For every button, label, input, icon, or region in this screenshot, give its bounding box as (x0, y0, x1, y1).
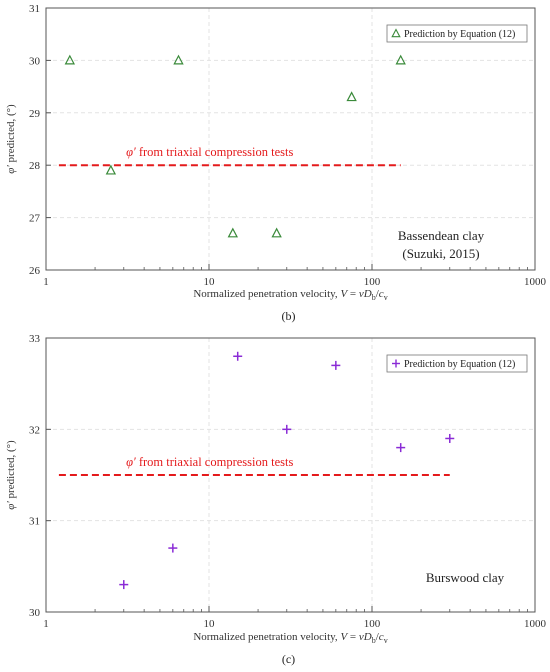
clay-source: (Suzuki, 2015) (402, 246, 479, 261)
chart-panel-c: 1 10 100 1000 30 31 32 33 Normalized penetration… (5, 333, 547, 666)
y-tick-label: 27 (29, 213, 41, 225)
x-tick-label: 100 (364, 276, 381, 288)
x-tick-label: 10 (204, 618, 216, 630)
y-tick-label: 26 (29, 265, 41, 277)
x-tick-label: 1000 (524, 276, 547, 288)
y-axis-label: φ′ predicted, (°) (5, 104, 17, 174)
y-tick-label: 30 (29, 607, 41, 619)
legend-box (386, 24, 528, 43)
data-point-triangle (173, 54, 184, 65)
panel-label: (c) (282, 652, 295, 666)
legend-label: Prediction by Equation (12) (404, 29, 515, 40)
y-tick-label: 31 (29, 3, 40, 15)
reference-line-label: φ′ from triaxial compression tests (126, 455, 293, 469)
x-tick-label: 100 (364, 618, 381, 630)
y-tick-label: 33 (29, 333, 41, 345)
clay-name: Burswood clay (426, 570, 505, 585)
data-point-triangle (64, 54, 76, 65)
plot-frame (45, 337, 536, 613)
chart-panel-b: 1 10 100 1000 26 27 28 29 30 31 Normalized penetra… (5, 3, 547, 323)
data-point-plus (282, 424, 292, 434)
legend-box (386, 354, 528, 373)
data-point-triangle (395, 54, 406, 65)
y-tick-label: 30 (29, 55, 41, 67)
x-tick-label: 1 (43, 276, 49, 288)
y-tick-label: 28 (29, 160, 41, 172)
data-point-triangle (271, 227, 282, 238)
reference-line-label: φ′ from triaxial compression tests (126, 145, 293, 159)
data-point-plus (168, 543, 178, 553)
legend: Prediction by Equation (12) (386, 24, 528, 43)
data-point-plus (445, 433, 455, 443)
legend-plus-icon (392, 359, 400, 368)
plot-frame (45, 7, 536, 271)
x-tick-label: 10 (204, 276, 216, 288)
data-point-plus (119, 580, 129, 590)
y-tick-label: 29 (29, 108, 41, 120)
legend: Prediction by Equation (12) (386, 354, 528, 373)
panel-label: (b) (282, 309, 296, 323)
data-point-plus (331, 360, 341, 370)
x-axis-label: Normalized penetration velocity, V = vDb… (193, 631, 387, 645)
y-tick-label: 31 (29, 516, 40, 528)
legend-triangle-icon (391, 28, 401, 38)
legend-label: Prediction by Equation (12) (404, 359, 515, 370)
data-point-triangle (227, 227, 239, 238)
data-point-plus (396, 443, 406, 453)
x-axis-label: Normalized penetration velocity, V = vDb… (193, 288, 387, 302)
data-point-plus (233, 351, 243, 361)
x-tick-label: 1 (43, 618, 49, 630)
clay-name: Bassendean clay (398, 228, 485, 243)
data-point-triangle (105, 164, 117, 175)
data-point-triangle (346, 91, 357, 102)
x-tick-label: 1000 (524, 618, 547, 630)
y-tick-label: 32 (29, 424, 40, 436)
y-axis-label: φ′ predicted, (°) (5, 440, 17, 510)
